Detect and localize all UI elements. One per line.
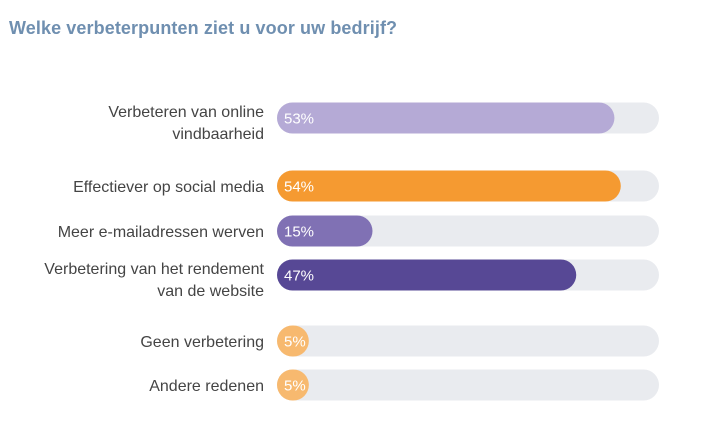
bar-row: 53% Verbeteren van online vindbaarheid [108, 102, 659, 143]
bar [277, 170, 621, 202]
bar [277, 325, 309, 357]
bar [277, 369, 309, 401]
category-label: Verbeteren van online [108, 104, 264, 121]
bar-value-label: 47% [284, 268, 314, 285]
category-label: Andere redenen [149, 378, 264, 395]
bar-value-label: 5% [284, 334, 306, 351]
category-label: Geen verbetering [140, 334, 264, 351]
bar-track [277, 369, 659, 401]
bar-row: 15% Meer e-mailadressen werven [58, 215, 659, 247]
bar-row: 5% Geen verbetering [140, 325, 659, 357]
bar-row: 5% Andere redenen [149, 369, 659, 401]
category-label: Meer e-mailadressen werven [58, 224, 264, 241]
bar-track [277, 215, 659, 247]
bar-value-label: 5% [284, 378, 306, 395]
category-label: van de website [157, 283, 264, 300]
bar [277, 102, 615, 134]
bar-track [277, 325, 659, 357]
bar-value-label: 54% [284, 179, 314, 196]
category-label: Verbetering van het rendement [44, 261, 264, 278]
category-label: vindbaarheid [172, 126, 264, 143]
bar-row: 47% Verbetering van het rendement van de w… [44, 259, 659, 300]
chart-title: Welke verbeterpunten ziet u voor uw bedr… [9, 18, 398, 38]
bar [277, 259, 577, 291]
bar-value-label: 53% [284, 111, 314, 128]
bar-value-label: 15% [284, 224, 314, 241]
category-label: Effectiever op social media [73, 179, 264, 196]
bar-row: 54% Effectiever op social media [73, 170, 659, 202]
bar [277, 215, 373, 247]
